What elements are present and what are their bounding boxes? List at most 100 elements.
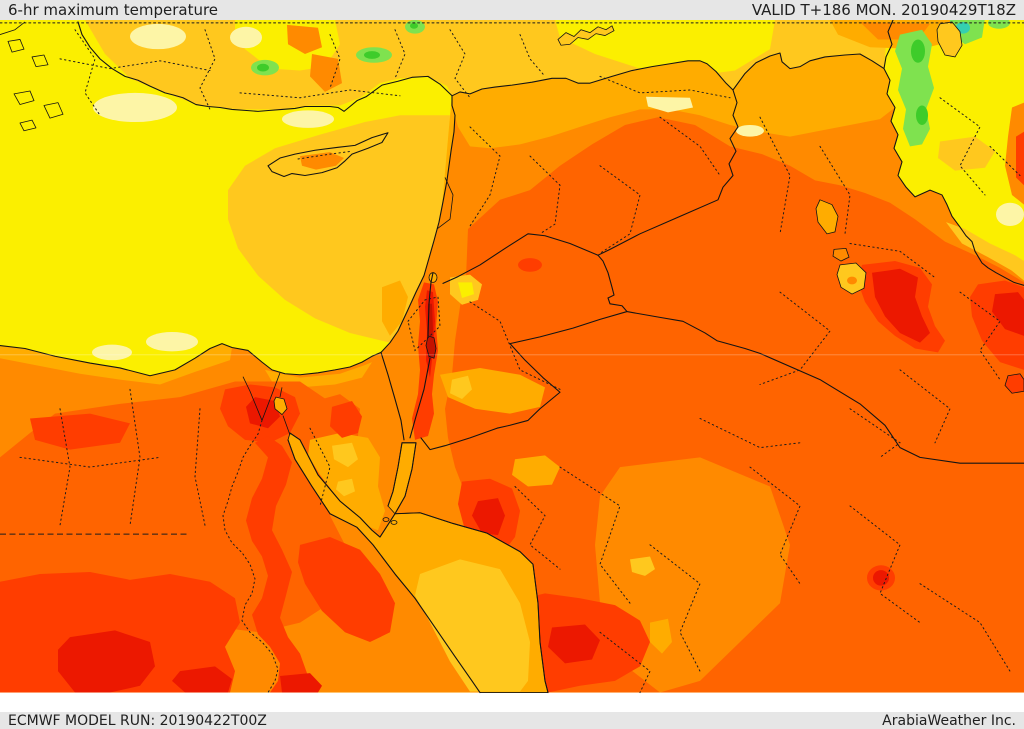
- admin-boundary: [194, 408, 206, 526]
- egypt-hot-core: [172, 666, 232, 693]
- nw-saudi-hot-core: [472, 498, 505, 536]
- model-run-label: ECMWF MODEL RUN: 20190422T00Z: [8, 712, 267, 729]
- suez-canal: [279, 387, 291, 436]
- cool-pocket: [130, 23, 186, 50]
- zagros-fringe: [946, 222, 1024, 281]
- sea-warm-band: [228, 95, 455, 343]
- cool-sea-spot: [146, 331, 198, 352]
- cool-pocket: [282, 110, 334, 128]
- admin-boundary: [449, 29, 471, 99]
- admin-boundary: [759, 291, 831, 385]
- lebanon-border: [436, 177, 454, 230]
- highland-spot: [450, 375, 472, 400]
- cool-pocket: [736, 124, 764, 137]
- shatt-al-arab-marsh: [1004, 373, 1024, 394]
- admin-boundary: [74, 29, 101, 116]
- highland-spot: [332, 442, 358, 468]
- lake-habbaniyah: [832, 247, 850, 262]
- admin-boundary: [297, 150, 353, 160]
- admin-boundary: [819, 145, 851, 235]
- nile-delta-branches: [242, 372, 281, 421]
- island: [390, 520, 398, 525]
- cyprus-island: [267, 132, 389, 178]
- warm-spot: [630, 556, 655, 576]
- admin-boundary: [309, 427, 331, 507]
- footer-bar: ECMWF MODEL RUN: 20190422T00Z ArabiaWeat…: [0, 712, 1024, 729]
- green-cool-patch: [988, 20, 1010, 29]
- nile-river: [222, 419, 279, 694]
- amman-highland-core: [458, 282, 474, 298]
- cool-pocket: [230, 26, 262, 49]
- hot-spot: [518, 258, 542, 272]
- bitter-lakes: [273, 396, 288, 416]
- admin-boundary: [849, 408, 901, 458]
- egypt-hot-core: [58, 630, 155, 693]
- iraq-arabia-hot-region: [445, 117, 1024, 693]
- lake-razzaza-spot: [847, 276, 857, 285]
- admin-boundary: [849, 243, 936, 279]
- west-bank-boundary: [407, 296, 441, 352]
- turkey-syria-iraq-border: [451, 52, 885, 97]
- admin-boundary: [469, 301, 561, 390]
- syria-iraq-border: [597, 89, 739, 256]
- admin-boundary: [899, 369, 951, 444]
- admin-boundary: [749, 466, 801, 585]
- cool-pocket: [996, 202, 1024, 227]
- admin-boundary: [759, 116, 791, 235]
- valid-time-label: VALID T+186 MON. 20190429T18Z: [751, 1, 1016, 19]
- green-cool-core: [410, 22, 418, 29]
- admin-boundary: [519, 34, 546, 77]
- nile-valley-hot-strip: [246, 435, 308, 693]
- warm-spot: [287, 24, 322, 55]
- map-title: 6-hr maximum temperature: [8, 1, 219, 19]
- ataturk-reservoir: [557, 25, 615, 46]
- highland-spot: [336, 478, 355, 497]
- admin-boundary: [529, 155, 561, 235]
- cyprus-warm-center: [300, 152, 344, 170]
- admin-boundary: [599, 631, 651, 694]
- admin-boundary: [919, 583, 1011, 672]
- warm-spot: [650, 618, 672, 654]
- lake-tharthar: [815, 199, 839, 235]
- admin-boundary: [649, 544, 701, 672]
- jordan-river-araba-line: [409, 272, 434, 439]
- admin-boundary: [849, 505, 921, 624]
- temperature-map: [0, 20, 1024, 712]
- hot-core: [873, 570, 889, 586]
- green-cool-core: [911, 39, 925, 63]
- admin-boundary: [659, 116, 721, 176]
- israel-coast-plain: [382, 280, 408, 336]
- admin-boundary: [129, 388, 141, 526]
- egypt-hot-core: [280, 673, 322, 693]
- sinai-coastal-band: [265, 362, 372, 388]
- east-desert-hot: [298, 537, 395, 643]
- cool-pocket: [93, 92, 177, 123]
- warm-spot: [310, 54, 342, 92]
- egypt-coastal-band: [0, 343, 232, 385]
- cool-pocket: [646, 96, 693, 113]
- admin-boundary: [329, 34, 341, 89]
- se-iraq-hot-core: [992, 292, 1024, 336]
- admin-boundary: [599, 165, 641, 254]
- green-cool-core: [364, 51, 380, 59]
- warm-spot: [938, 136, 995, 171]
- admin-boundary: [394, 29, 406, 79]
- green-cool-core: [916, 105, 928, 125]
- tiran-island: [382, 517, 390, 522]
- iraq-saudi-border: [626, 311, 1024, 464]
- turkey-iran-border: [883, 20, 1024, 286]
- map-canvas: [0, 20, 1024, 694]
- jordan-borders: [420, 233, 628, 451]
- red-sea-warm-center: [415, 559, 530, 692]
- red-sea-coastline: [287, 432, 549, 694]
- cool-pocket: [555, 20, 775, 77]
- header-bar: 6-hr maximum temperature VALID T+186 MON…: [0, 0, 1024, 20]
- hot-spot: [330, 400, 362, 438]
- dead-sea: [425, 335, 437, 359]
- west-egypt-hot-wisp: [30, 413, 130, 450]
- warm-spot: [512, 455, 560, 487]
- lake-urmia: [936, 21, 963, 58]
- delta-hot-core: [246, 397, 280, 429]
- cool-sea-spot: [92, 344, 132, 361]
